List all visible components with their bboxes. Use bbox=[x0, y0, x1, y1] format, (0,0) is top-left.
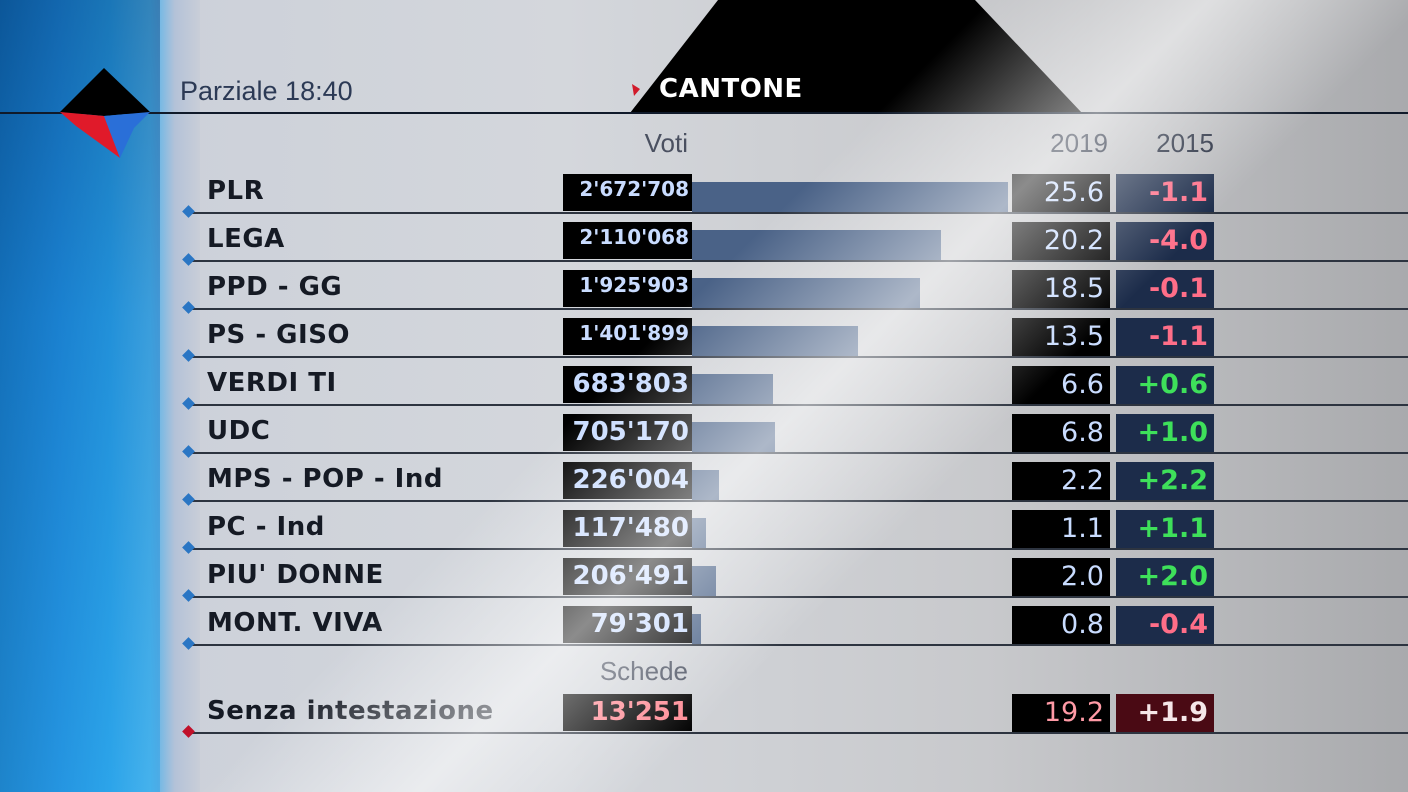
party-row: PC - Ind 117'480 1.1 +1.1 bbox=[0, 510, 1408, 558]
party-row: MONT. VIVA 79'301 0.8 -0.4 bbox=[0, 606, 1408, 654]
partial-time-label: Parziale 18:40 bbox=[180, 76, 353, 106]
party-row: UDC 705'170 6.8 +1.0 bbox=[0, 414, 1408, 462]
blue-bullet-icon bbox=[182, 493, 195, 506]
region-title: CANTONE bbox=[659, 74, 803, 104]
blue-bullet-icon bbox=[182, 445, 195, 458]
col-header-ballots: Schede bbox=[599, 656, 688, 686]
votes-count: 226'004 bbox=[563, 462, 692, 499]
blue-bullet-icon bbox=[182, 205, 195, 218]
change-2015: -0.4 bbox=[1116, 606, 1214, 644]
votes-count: 206'491 bbox=[563, 558, 692, 595]
party-name: PC - Ind bbox=[207, 512, 325, 542]
votes-count: 2'110'068 bbox=[563, 222, 692, 259]
party-row: LEGA 2'110'068 20.2 -4.0 bbox=[0, 222, 1408, 270]
row-divider bbox=[186, 500, 1408, 502]
blank-ballots-row: Senza intestazione 13'251 19.2 +1.9 bbox=[0, 694, 1408, 742]
pct-2019: 2.2 bbox=[1012, 462, 1110, 500]
col-header-votes: Voti bbox=[644, 128, 688, 158]
votes-count: 1'925'903 bbox=[563, 270, 692, 307]
row-divider bbox=[186, 404, 1408, 406]
row-divider bbox=[186, 596, 1408, 598]
party-name: MONT. VIVA bbox=[207, 608, 383, 638]
votes-count: 2'672'708 bbox=[563, 174, 692, 211]
pct-2019: 6.6 bbox=[1012, 366, 1110, 404]
votes-bar bbox=[692, 422, 775, 452]
votes-count: 683'803 bbox=[563, 366, 692, 403]
pct-2019: 19.2 bbox=[1012, 694, 1110, 732]
party-row: PIU' DONNE 206'491 2.0 +2.0 bbox=[0, 558, 1408, 606]
change-2015: +2.0 bbox=[1116, 558, 1214, 596]
pct-2019: 20.2 bbox=[1012, 222, 1110, 260]
row-divider bbox=[186, 548, 1408, 550]
votes-bar bbox=[692, 470, 719, 500]
change-2015: +0.6 bbox=[1116, 366, 1214, 404]
votes-count: 705'170 bbox=[563, 414, 692, 451]
pct-2019: 18.5 bbox=[1012, 270, 1110, 308]
votes-bar bbox=[692, 326, 858, 356]
votes-count: 117'480 bbox=[563, 510, 692, 547]
rsi-logo-icon bbox=[60, 68, 150, 158]
votes-count: 79'301 bbox=[563, 606, 692, 643]
red-bullet-icon bbox=[182, 725, 195, 738]
party-name: Senza intestazione bbox=[207, 696, 494, 726]
blue-bullet-icon bbox=[182, 349, 195, 362]
party-row: VERDI TI 683'803 6.6 +0.6 bbox=[0, 366, 1408, 414]
blue-bullet-icon bbox=[182, 397, 195, 410]
change-2015: -1.1 bbox=[1116, 318, 1214, 356]
row-divider bbox=[186, 308, 1408, 310]
change-2015: -4.0 bbox=[1116, 222, 1214, 260]
votes-bar bbox=[692, 374, 773, 404]
party-name: PIU' DONNE bbox=[207, 560, 384, 590]
votes-bar bbox=[692, 278, 920, 308]
pct-2019: 6.8 bbox=[1012, 414, 1110, 452]
party-row: PLR 2'672'708 25.6 -1.1 bbox=[0, 174, 1408, 222]
party-name: UDC bbox=[207, 416, 271, 446]
blue-bullet-icon bbox=[182, 589, 195, 602]
party-row: PS - GISO 1'401'899 13.5 -1.1 bbox=[0, 318, 1408, 366]
row-divider bbox=[186, 452, 1408, 454]
pct-2019: 1.1 bbox=[1012, 510, 1110, 548]
red-marker-icon bbox=[632, 84, 640, 96]
party-name: PPD - GG bbox=[207, 272, 343, 302]
votes-bar bbox=[692, 230, 941, 260]
pct-2019: 25.6 bbox=[1012, 174, 1110, 212]
blue-bullet-icon bbox=[182, 253, 195, 266]
party-row: PPD - GG 1'925'903 18.5 -0.1 bbox=[0, 270, 1408, 318]
row-divider bbox=[186, 732, 1408, 734]
blue-bullet-icon bbox=[182, 637, 195, 650]
votes-bar bbox=[692, 182, 1008, 212]
party-name: VERDI TI bbox=[207, 368, 337, 398]
votes-bar bbox=[692, 614, 701, 644]
party-row: MPS - POP - Ind 226'004 2.2 +2.2 bbox=[0, 462, 1408, 510]
party-name: PS - GISO bbox=[207, 320, 351, 350]
pct-2019: 13.5 bbox=[1012, 318, 1110, 356]
party-name: PLR bbox=[207, 176, 265, 206]
party-name: LEGA bbox=[207, 224, 285, 254]
votes-count: 1'401'899 bbox=[563, 318, 692, 355]
change-2015: +1.0 bbox=[1116, 414, 1214, 452]
row-divider bbox=[186, 260, 1408, 262]
col-header-2019: 2019 bbox=[1050, 128, 1108, 158]
blue-bullet-icon bbox=[182, 541, 195, 554]
header-divider bbox=[0, 112, 1408, 114]
blue-bullet-icon bbox=[182, 301, 195, 314]
col-header-2015: 2015 bbox=[1156, 128, 1214, 158]
party-name: MPS - POP - Ind bbox=[207, 464, 443, 494]
change-2015: +1.1 bbox=[1116, 510, 1214, 548]
change-2015: +2.2 bbox=[1116, 462, 1214, 500]
change-2015: -0.1 bbox=[1116, 270, 1214, 308]
row-divider bbox=[186, 644, 1408, 646]
ballots-count: 13'251 bbox=[563, 694, 692, 731]
change-2015: -1.1 bbox=[1116, 174, 1214, 212]
votes-bar bbox=[692, 518, 706, 548]
pct-2019: 2.0 bbox=[1012, 558, 1110, 596]
change-2015: +1.9 bbox=[1116, 694, 1214, 732]
row-divider bbox=[186, 212, 1408, 214]
pct-2019: 0.8 bbox=[1012, 606, 1110, 644]
row-divider bbox=[186, 356, 1408, 358]
votes-bar bbox=[692, 566, 716, 596]
